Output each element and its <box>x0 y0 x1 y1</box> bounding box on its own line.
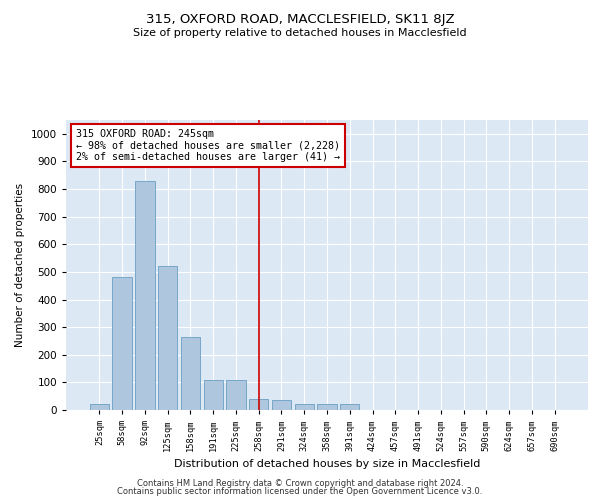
Bar <box>340 404 359 410</box>
Bar <box>295 404 314 410</box>
X-axis label: Distribution of detached houses by size in Macclesfield: Distribution of detached houses by size … <box>174 459 480 469</box>
Bar <box>272 400 291 410</box>
Text: Size of property relative to detached houses in Macclesfield: Size of property relative to detached ho… <box>133 28 467 38</box>
Y-axis label: Number of detached properties: Number of detached properties <box>15 183 25 347</box>
Text: 315 OXFORD ROAD: 245sqm
← 98% of detached houses are smaller (2,228)
2% of semi-: 315 OXFORD ROAD: 245sqm ← 98% of detache… <box>76 128 340 162</box>
Bar <box>317 404 337 410</box>
Text: Contains HM Land Registry data © Crown copyright and database right 2024.: Contains HM Land Registry data © Crown c… <box>137 478 463 488</box>
Bar <box>112 278 132 410</box>
Bar <box>181 337 200 410</box>
Bar <box>158 266 178 410</box>
Bar <box>249 399 268 410</box>
Bar <box>90 404 109 410</box>
Bar <box>203 380 223 410</box>
Text: Contains public sector information licensed under the Open Government Licence v3: Contains public sector information licen… <box>118 487 482 496</box>
Bar <box>226 380 245 410</box>
Bar <box>135 181 155 410</box>
Text: 315, OXFORD ROAD, MACCLESFIELD, SK11 8JZ: 315, OXFORD ROAD, MACCLESFIELD, SK11 8JZ <box>146 12 454 26</box>
